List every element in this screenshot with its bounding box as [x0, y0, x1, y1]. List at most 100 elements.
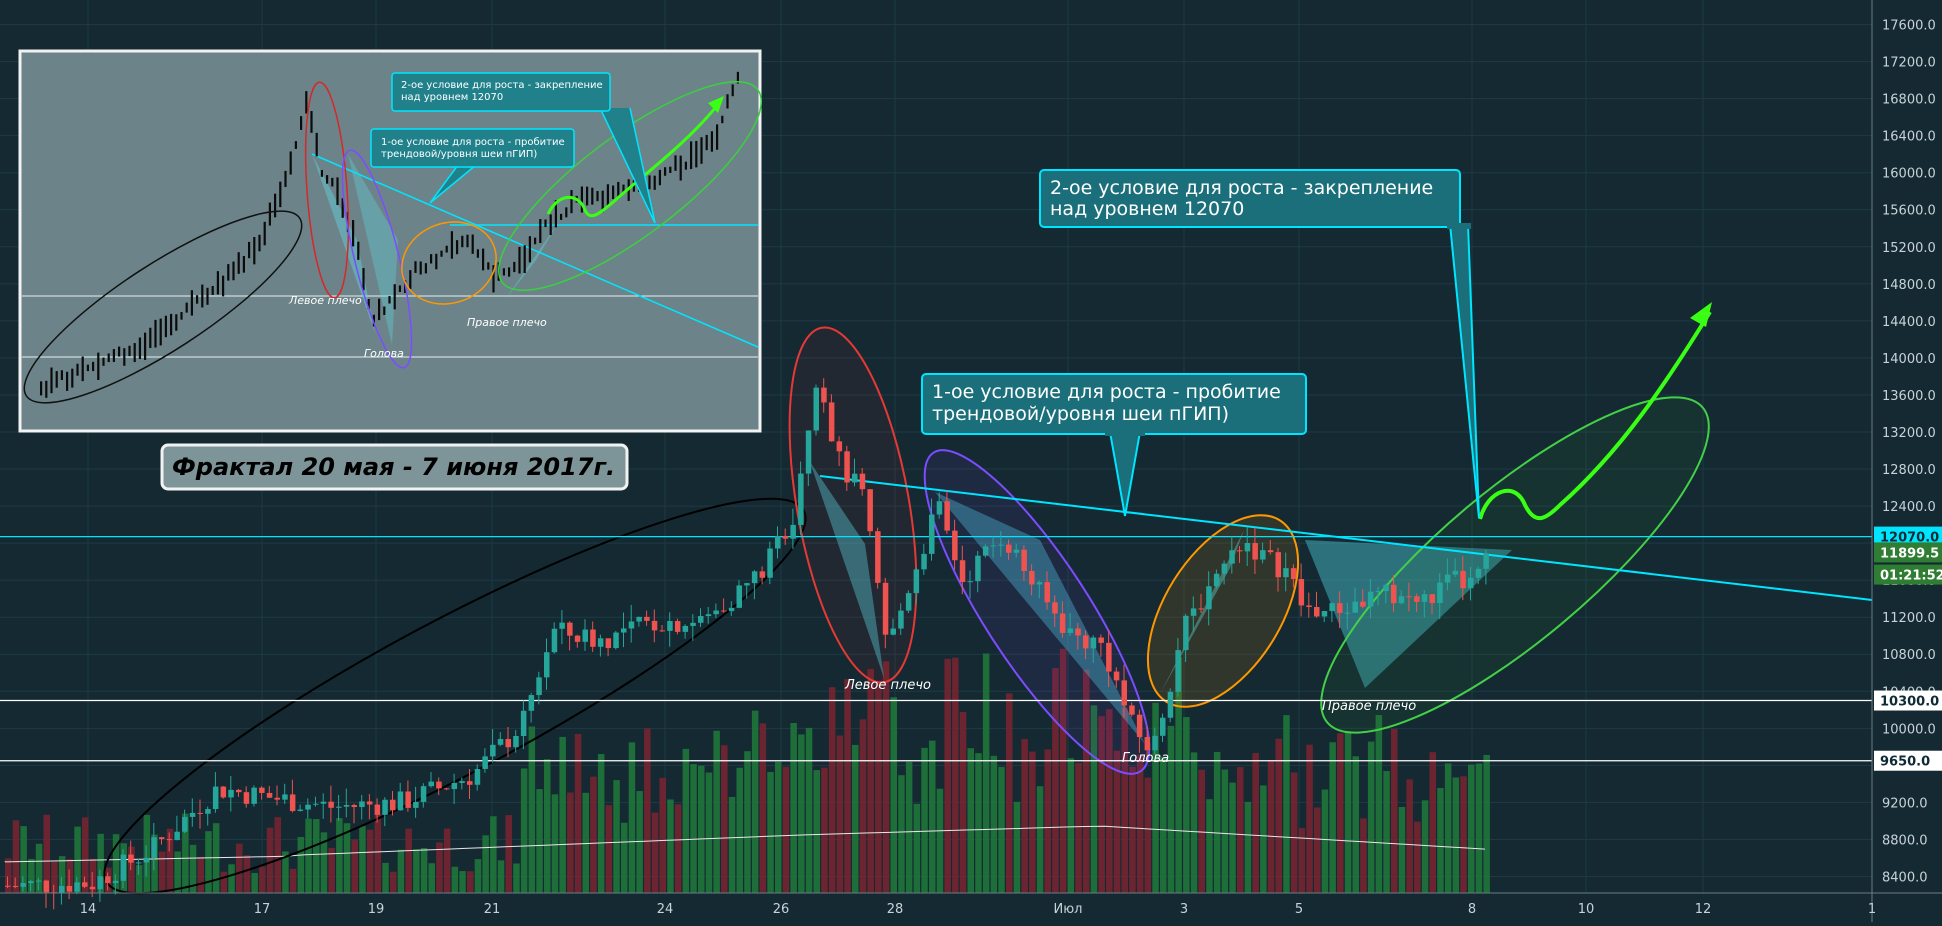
inset-candle [123, 348, 126, 366]
candle-body [597, 638, 604, 647]
volume-bar [1098, 716, 1105, 893]
inset-callout-2-pointer [599, 107, 656, 224]
inset-candle [76, 363, 79, 376]
time-axis[interactable]: 14 17 19 21 24 26 28 Июл 3 5 8 10 12 1 [0, 892, 1942, 917]
forecast-path [1478, 310, 1712, 521]
volume-bar [228, 864, 235, 893]
volume-bar [305, 818, 312, 893]
inset-candle [128, 345, 131, 357]
volume-bar [343, 823, 351, 893]
candle-body [320, 801, 327, 804]
inset-candle [40, 381, 43, 396]
volume-bar [1468, 764, 1475, 893]
volume-bar [1391, 728, 1398, 893]
volume-bar [436, 842, 443, 893]
fractal-title-box: Фрактал 20 мая - 7 июня 2017г. [160, 443, 629, 491]
inset-candle [149, 327, 152, 349]
inset-candle [268, 202, 271, 226]
candle-body [759, 571, 766, 578]
candle-body [659, 630, 665, 632]
inset-callout-1: 1-ое условие для роста - пробитие трендо… [370, 128, 575, 204]
candle-body [582, 629, 588, 642]
neckline-trendline [819, 475, 1873, 601]
candle-body [1152, 735, 1158, 751]
candle-body [58, 885, 65, 894]
candle-body [921, 553, 927, 570]
volume-bar [528, 726, 536, 893]
volume-bar [390, 871, 397, 893]
volume-bar [1013, 801, 1021, 893]
volume-bar [1244, 801, 1252, 893]
inset-candle [731, 84, 734, 97]
candle-body [1337, 603, 1343, 613]
inset-candle [185, 302, 188, 313]
candle-body [1190, 608, 1197, 616]
price-tick-label: 12400.0 [1882, 500, 1936, 515]
time-tick-label: 14 [80, 902, 97, 917]
volume-bar [913, 803, 921, 893]
volume-bar [274, 817, 281, 893]
volume-bar [728, 796, 736, 893]
candle-body [128, 854, 134, 863]
volume-bar [1344, 731, 1352, 893]
candle-body [1144, 737, 1151, 751]
candle-body [5, 885, 11, 887]
price-tag-bg [1874, 542, 1942, 563]
volume-bar [1306, 744, 1313, 893]
time-tick-label: 12 [1695, 902, 1712, 917]
candle-body [359, 801, 365, 808]
volume-bar [20, 826, 27, 893]
target-ellipse [1320, 396, 1710, 734]
inset-candle [528, 236, 531, 263]
volume-bar [259, 866, 266, 893]
volume-bar [1152, 702, 1159, 893]
inset-candle [222, 275, 225, 297]
volume-bar [1213, 751, 1221, 893]
inset-candle [653, 175, 656, 190]
volume-bar [667, 799, 674, 893]
head-label: Голова [1122, 751, 1169, 766]
volume-bar [674, 804, 682, 893]
inset-candle [591, 187, 594, 205]
candle-body [698, 616, 704, 623]
volume-bar [567, 792, 574, 893]
candle-body [1275, 552, 1281, 578]
volume-bar [1021, 739, 1028, 893]
right-shoulder-label: Правое плечо [1322, 699, 1416, 714]
candle-body [43, 880, 49, 893]
volume-bar [813, 770, 820, 893]
inset-candle [601, 190, 604, 213]
inset-candle [362, 268, 365, 291]
candle-body [990, 545, 997, 547]
volume-bar [759, 723, 767, 893]
candle-body [1452, 570, 1459, 575]
inset-candle [726, 94, 729, 109]
volume-bar [582, 792, 589, 893]
volume-bar [1337, 733, 1344, 893]
candle-body [1136, 714, 1143, 738]
candle-body [1252, 543, 1258, 560]
inset-candle [721, 115, 724, 124]
candle-body [998, 544, 1004, 546]
inset-candle [97, 352, 100, 381]
candle-body [1460, 570, 1466, 589]
candle-body [744, 583, 750, 586]
time-tick-label: 24 [657, 902, 674, 917]
candle-body [1098, 637, 1104, 643]
volume-bar [159, 851, 166, 893]
candle-body [390, 799, 396, 811]
volume-bar [1375, 715, 1383, 893]
volume-bar [767, 771, 774, 893]
inset-candle [86, 364, 89, 372]
volume-bar [482, 835, 489, 893]
volume-bar [1252, 753, 1259, 893]
candle-body [89, 886, 96, 890]
volume-bar [1429, 752, 1436, 893]
inset-candle [107, 353, 110, 363]
volume-bar [1136, 754, 1144, 893]
volume-bar [97, 833, 104, 893]
candle-body [405, 791, 411, 808]
candle-body [821, 387, 827, 403]
candle-body [651, 620, 658, 631]
